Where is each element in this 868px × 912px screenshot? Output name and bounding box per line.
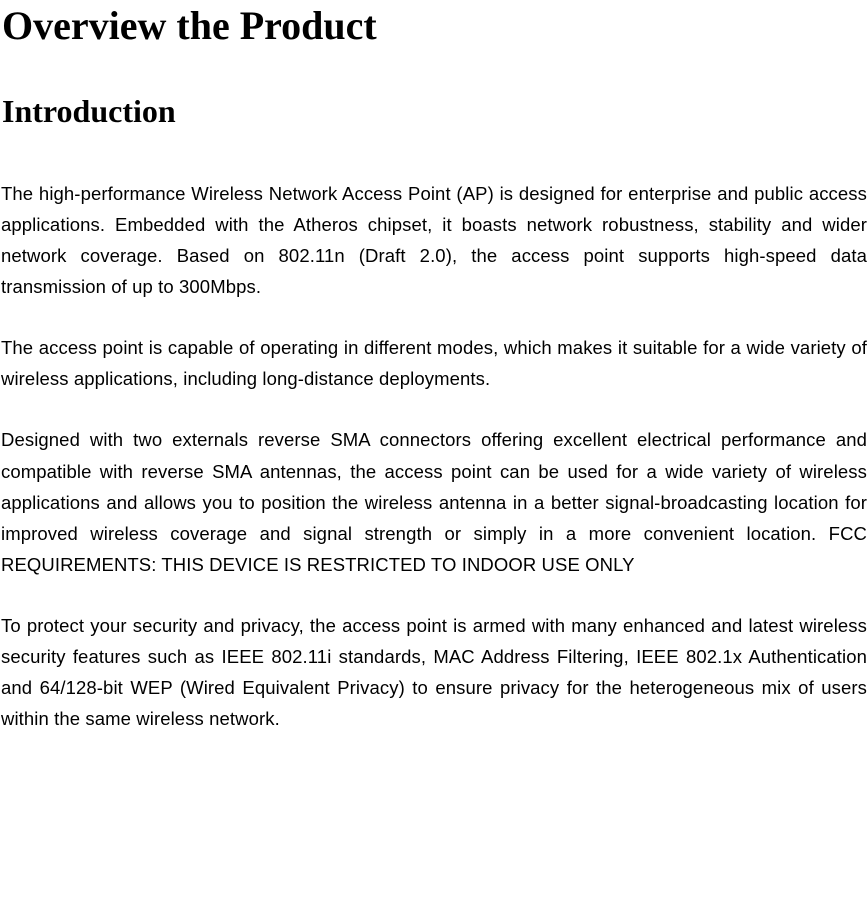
body-paragraph: Designed with two externals reverse SMA … [1,424,867,579]
body-paragraph: The access point is capable of operating… [1,332,867,394]
document-page: Overview the Product Introduction The hi… [0,2,868,734]
section-heading: Introduction [2,93,868,130]
body-paragraph: To protect your security and privacy, th… [1,610,867,734]
page-title: Overview the Product [2,2,868,49]
body-paragraph: The high-performance Wireless Network Ac… [1,178,867,302]
